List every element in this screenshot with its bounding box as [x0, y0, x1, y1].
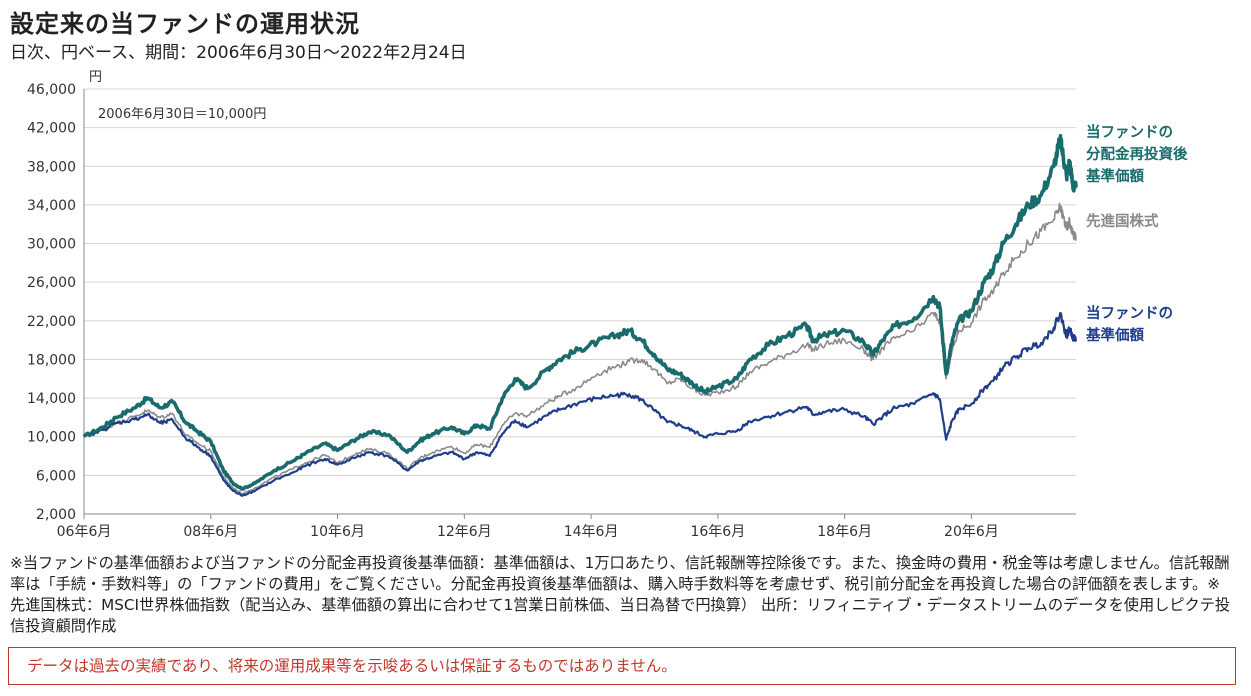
y-tick-label: 26,000	[27, 275, 76, 291]
y-tick-label: 18,000	[27, 352, 76, 368]
series-label: 当ファンドの	[1086, 123, 1173, 141]
chart-series	[82, 134, 1078, 497]
y-tick-label: 30,000	[27, 237, 76, 253]
disclaimer-text: データは過去の実績であり、将来の運用成果等を示唆あるいは保証するものではありませ…	[27, 657, 677, 675]
performance-line-chart: 円 2,000 6,000 10,000 14,000 18,000 22,000 26,0…	[27, 70, 1188, 540]
x-tick-label: 10年6月	[310, 524, 365, 540]
y-axis-unit: 円	[89, 70, 102, 85]
series-label: 基準価額	[1085, 326, 1144, 344]
series-line	[82, 134, 1078, 491]
footnote: ※当ファンドの基準価額および当ファンドの分配金再投資後基準価額：基準価額は、1万…	[10, 554, 1231, 635]
x-axis-ticks: 06年6月 08年6月 10年6月 12年6月 14年6月 16年6月 18年6月 20年6月	[57, 514, 999, 540]
series-line	[83, 312, 1078, 497]
y-tick-label: 34,000	[27, 198, 76, 214]
x-tick-label: 18年6月	[817, 524, 872, 540]
y-tick-label: 14,000	[27, 391, 76, 407]
y-tick-label: 6,000	[36, 468, 76, 484]
series-label: 先進国株式	[1086, 212, 1159, 230]
base-value-annotation: 2006年6月30日＝10,000円	[98, 107, 266, 122]
series-line	[83, 202, 1077, 495]
x-tick-label: 06年6月	[57, 524, 112, 540]
page-title: 設定来の当ファンドの運用状況	[10, 10, 360, 38]
chart-gridlines	[83, 88, 1076, 515]
page-subtitle: 日次、円ベース、期間：2006年6月30日～2022年2月24日	[10, 43, 467, 63]
series-label: 当ファンドの	[1086, 304, 1173, 322]
y-tick-label: 38,000	[27, 159, 76, 175]
x-tick-label: 08年6月	[183, 524, 238, 540]
series-label: 基準価額	[1085, 167, 1144, 185]
y-axis-ticks: 2,000 6,000 10,000 14,000 18,000 22,000 26,000…	[27, 82, 76, 523]
disclaimer-box: データは過去の実績であり、将来の運用成果等を示唆あるいは保証するものではありませ…	[8, 647, 1236, 685]
y-tick-label: 10,000	[27, 430, 76, 446]
x-tick-label: 12年6月	[437, 524, 492, 540]
series-label: 分配金再投資後	[1086, 145, 1188, 163]
y-tick-label: 2,000	[36, 507, 76, 523]
y-tick-label: 42,000	[27, 121, 76, 137]
x-tick-label: 14年6月	[564, 524, 619, 540]
y-tick-label: 46,000	[27, 82, 76, 98]
x-tick-label: 20年6月	[944, 524, 999, 540]
x-tick-label: 16年6月	[690, 524, 745, 540]
y-tick-label: 22,000	[27, 314, 76, 330]
